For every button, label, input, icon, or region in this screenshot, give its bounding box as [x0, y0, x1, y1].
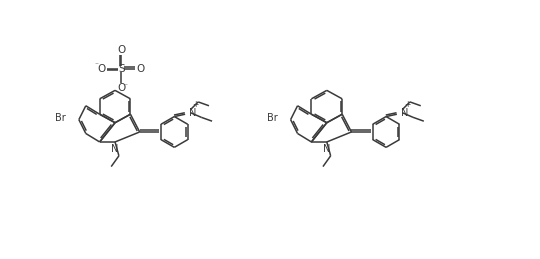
Text: O: O — [117, 83, 125, 93]
Text: Br: Br — [55, 113, 66, 123]
Text: O: O — [98, 64, 106, 74]
Text: N: N — [189, 108, 197, 118]
Text: ⁻: ⁻ — [94, 60, 99, 69]
Text: +: + — [192, 100, 198, 109]
Text: S: S — [118, 64, 125, 74]
Text: +: + — [404, 100, 410, 109]
Text: O: O — [136, 64, 145, 74]
Text: ⁻: ⁻ — [123, 81, 127, 90]
Text: N: N — [323, 144, 330, 154]
Text: O: O — [117, 45, 125, 55]
Text: N: N — [111, 144, 119, 154]
Text: N: N — [401, 108, 408, 118]
Text: Br: Br — [267, 113, 278, 123]
